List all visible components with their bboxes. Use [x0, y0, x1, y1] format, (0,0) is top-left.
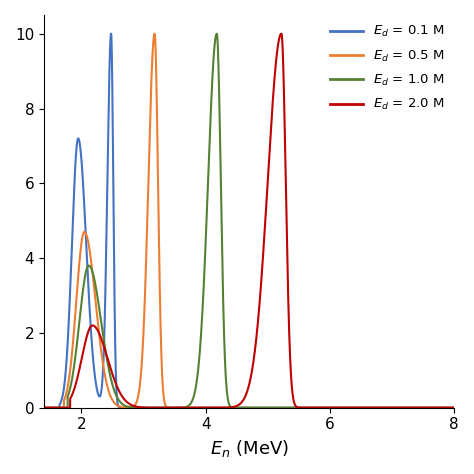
Legend: $E_d$ = 0.1 M, $E_d$ = 0.5 M, $E_d$ = 1.0 M, $E_d$ = 2.0 M: $E_d$ = 0.1 M, $E_d$ = 0.5 M, $E_d$ = 1.… — [325, 19, 450, 118]
X-axis label: $E_n$ (MeV): $E_n$ (MeV) — [210, 438, 289, 459]
